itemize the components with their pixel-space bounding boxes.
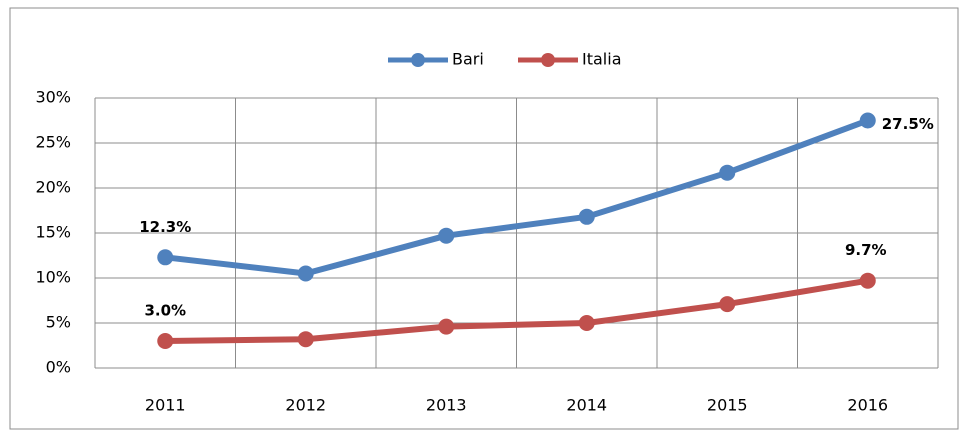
- data-label: 27.5%: [882, 115, 934, 133]
- data-point: [578, 315, 595, 331]
- y-tick-label: 15%: [35, 223, 71, 242]
- y-tick-label: 25%: [35, 133, 71, 152]
- y-tick-label: 10%: [35, 268, 71, 287]
- legend-marker: [411, 53, 425, 67]
- data-point: [859, 112, 876, 129]
- x-tick-label: 2012: [285, 396, 326, 415]
- data-point: [157, 249, 174, 266]
- data-label: 12.3%: [139, 218, 191, 236]
- legend-label: Bari: [452, 50, 484, 69]
- data-point: [157, 333, 174, 349]
- chart-frame: [9, 7, 959, 430]
- x-tick-label: 2014: [566, 396, 607, 415]
- data-point: [719, 296, 736, 313]
- data-point: [578, 208, 595, 225]
- x-tick-label: 2015: [707, 396, 748, 415]
- y-tick-label: 30%: [35, 88, 71, 107]
- data-point: [438, 227, 455, 244]
- data-point: [297, 265, 314, 282]
- data-point: [297, 331, 314, 348]
- y-tick-label: 5%: [46, 313, 71, 332]
- data-point: [438, 318, 455, 335]
- series-line: [165, 277, 869, 344]
- y-tick-label: 0%: [46, 358, 71, 377]
- legend-label: Italia: [582, 50, 622, 69]
- x-tick-label: 2011: [145, 396, 186, 415]
- x-tick-label: 2016: [847, 396, 888, 415]
- series-line: [164, 117, 869, 277]
- data-point: [719, 164, 736, 181]
- x-tick-label: 2013: [426, 396, 467, 415]
- data-label: 3.0%: [144, 302, 186, 320]
- legend-marker: [541, 53, 555, 67]
- y-tick-label: 20%: [35, 178, 71, 197]
- data-label: 9.7%: [845, 241, 887, 259]
- data-point: [859, 272, 876, 289]
